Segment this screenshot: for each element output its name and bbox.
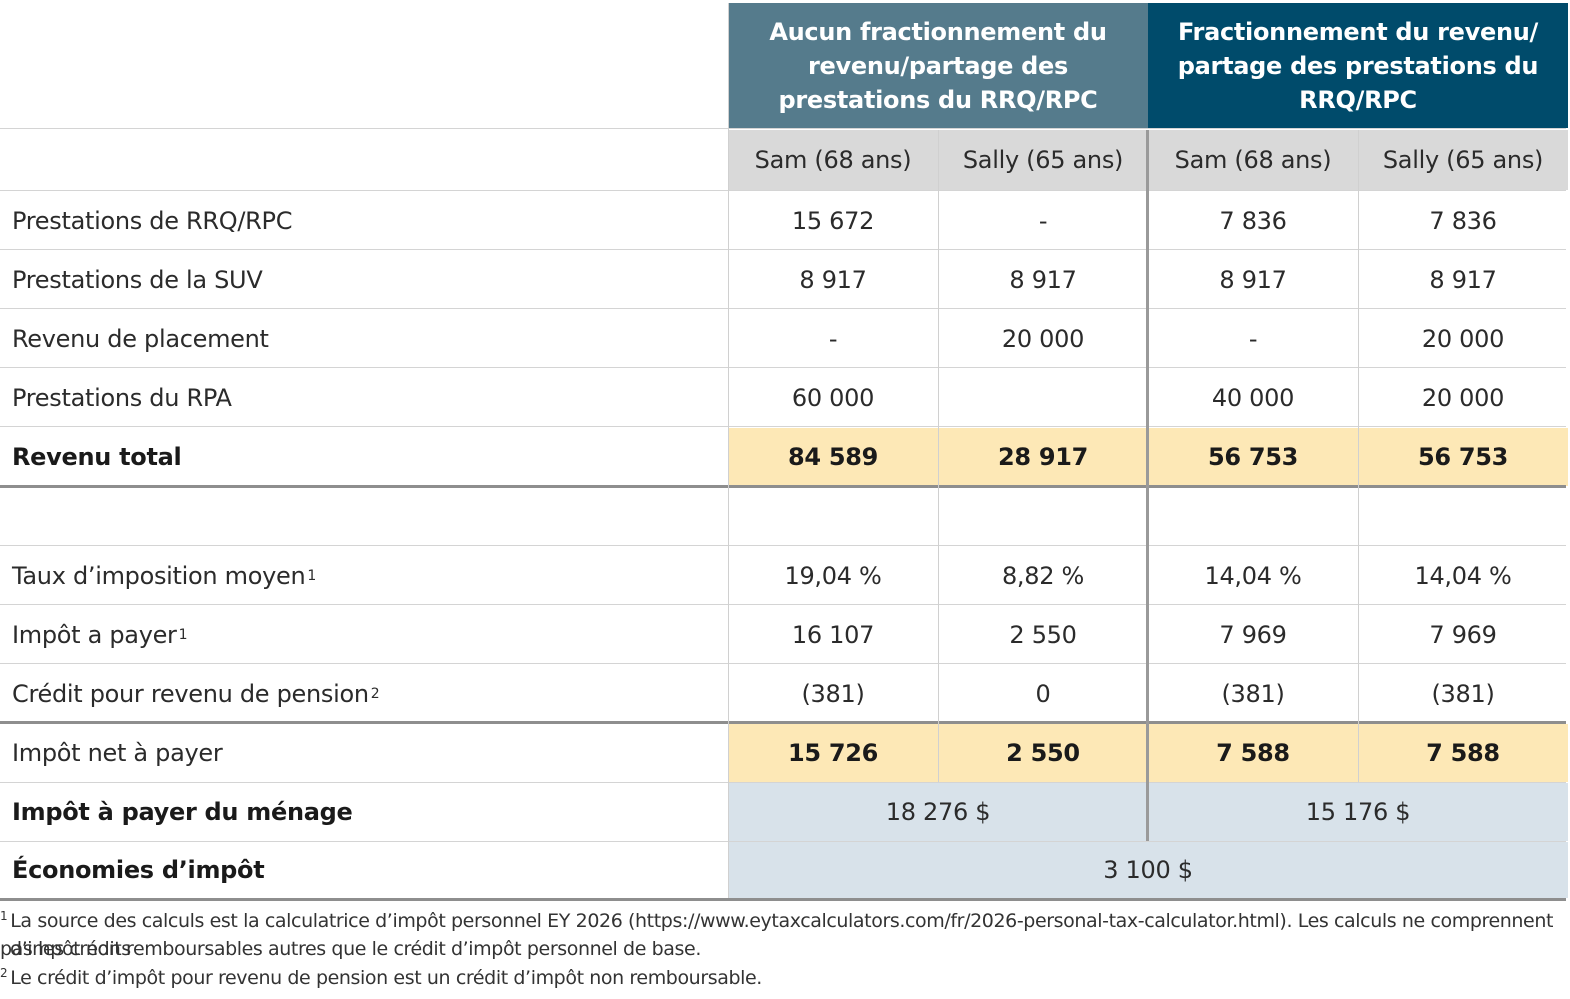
divider-thick <box>0 485 1566 488</box>
table-cell: 14,04 % <box>1414 561 1512 590</box>
net-tax-cell: 2 550 <box>938 724 1148 782</box>
table-cell: 8 917 <box>1429 265 1497 294</box>
table-cell: 8 917 <box>1009 265 1077 294</box>
subheader-sally-b: Sally (65 ans) <box>1358 130 1568 190</box>
subheader-sam-a: Sam (68 ans) <box>728 130 938 190</box>
table-cell: (381) <box>1431 679 1495 708</box>
row-label: Revenu de placement <box>12 324 269 353</box>
table-cell: - <box>1038 206 1048 235</box>
header-no-splitting: Aucun fractionnement du revenu/partage d… <box>728 3 1148 128</box>
divider <box>0 426 1566 427</box>
subheader-sally-a: Sally (65 ans) <box>938 130 1148 190</box>
table-cell: 16 107 <box>791 620 875 649</box>
table-cell: 20 000 <box>1421 383 1505 412</box>
tax-savings-label: Économies d’impôt <box>12 856 265 884</box>
total-income-cell: 56 753 <box>1148 428 1358 486</box>
total-income-cell: 28 917 <box>938 428 1148 486</box>
table-cell: - <box>1248 324 1258 353</box>
table-cell: 20 000 <box>1001 324 1085 353</box>
table-cell: 40 000 <box>1211 383 1295 412</box>
divider <box>0 308 1566 309</box>
table-cell: 8 917 <box>1219 265 1287 294</box>
divider-thick <box>0 721 1566 724</box>
total-income-cell: 56 753 <box>1358 428 1568 486</box>
divider <box>0 663 1566 664</box>
group-divider <box>1146 130 1149 841</box>
row-label: Prestations du RPA <box>12 383 232 412</box>
household-tax-label: Impôt à payer du ménage <box>12 798 353 826</box>
table-cell: (381) <box>1221 679 1285 708</box>
row-label: Taux d’imposition moyen 1 <box>12 561 316 590</box>
net-tax-cell: 7 588 <box>1148 724 1358 782</box>
table-cell: 7 836 <box>1429 206 1497 235</box>
footnote-2: 2 Le crédit d’impôt pour revenu de pensio… <box>0 965 762 989</box>
table-cell: 20 000 <box>1421 324 1505 353</box>
net-tax-cell: 7 588 <box>1358 724 1568 782</box>
row-label: Prestations de la SUV <box>12 265 263 294</box>
header-splitting: Fractionnement du revenu/ partage des pr… <box>1148 3 1568 128</box>
divider-thick <box>0 898 1566 901</box>
divider <box>0 604 1566 605</box>
empty-cell <box>728 488 938 545</box>
row-label-total-income: Revenu total <box>12 443 182 471</box>
divider <box>0 190 1566 191</box>
table-cell: 7 836 <box>1219 206 1287 235</box>
table-cell: 7 969 <box>1429 620 1497 649</box>
table-cell: 8,82 % <box>1001 561 1085 590</box>
table-cell: 7 969 <box>1219 620 1287 649</box>
table-cell: 2 550 <box>1009 620 1077 649</box>
divider <box>0 545 1566 546</box>
household-tax-no-splitting: 18 276 $ <box>728 783 1148 841</box>
divider <box>0 128 1566 129</box>
table-cell: 14,04 % <box>1204 561 1302 590</box>
household-tax-splitting: 15 176 $ <box>1148 783 1568 841</box>
tax-savings-value: 3 100 $ <box>728 842 1568 898</box>
divider <box>0 841 1566 842</box>
footnote-1: 1 La source des calculs est la calculatri… <box>0 908 1554 960</box>
row-label: Prestations de RRQ/RPC <box>12 206 293 235</box>
footnote-1-continued: d’impôt non remboursables autres que le … <box>10 938 701 960</box>
divider <box>0 249 1566 250</box>
table-cell: - <box>828 324 838 353</box>
column-divider <box>1358 130 1359 782</box>
subheader-sam-b: Sam (68 ans) <box>1148 130 1358 190</box>
table-cell <box>938 368 1148 427</box>
column-divider <box>728 3 729 898</box>
table-cell: 8 917 <box>799 265 867 294</box>
table-cell: (381) <box>801 679 865 708</box>
divider <box>0 367 1566 368</box>
table-cell: 19,04 % <box>784 561 882 590</box>
divider <box>0 782 1566 783</box>
row-label-net-tax: Impôt net à payer <box>12 739 223 767</box>
column-divider <box>938 130 939 782</box>
table-cell: 0 <box>1035 679 1051 708</box>
row-label: Crédit pour revenu de pension 2 <box>12 679 380 708</box>
row-label: Impôt a payer 1 <box>12 620 188 649</box>
table-cell: 15 672 <box>791 206 875 235</box>
total-income-cell: 84 589 <box>728 428 938 486</box>
table-cell: 60 000 <box>791 383 875 412</box>
net-tax-cell: 15 726 <box>728 724 938 782</box>
